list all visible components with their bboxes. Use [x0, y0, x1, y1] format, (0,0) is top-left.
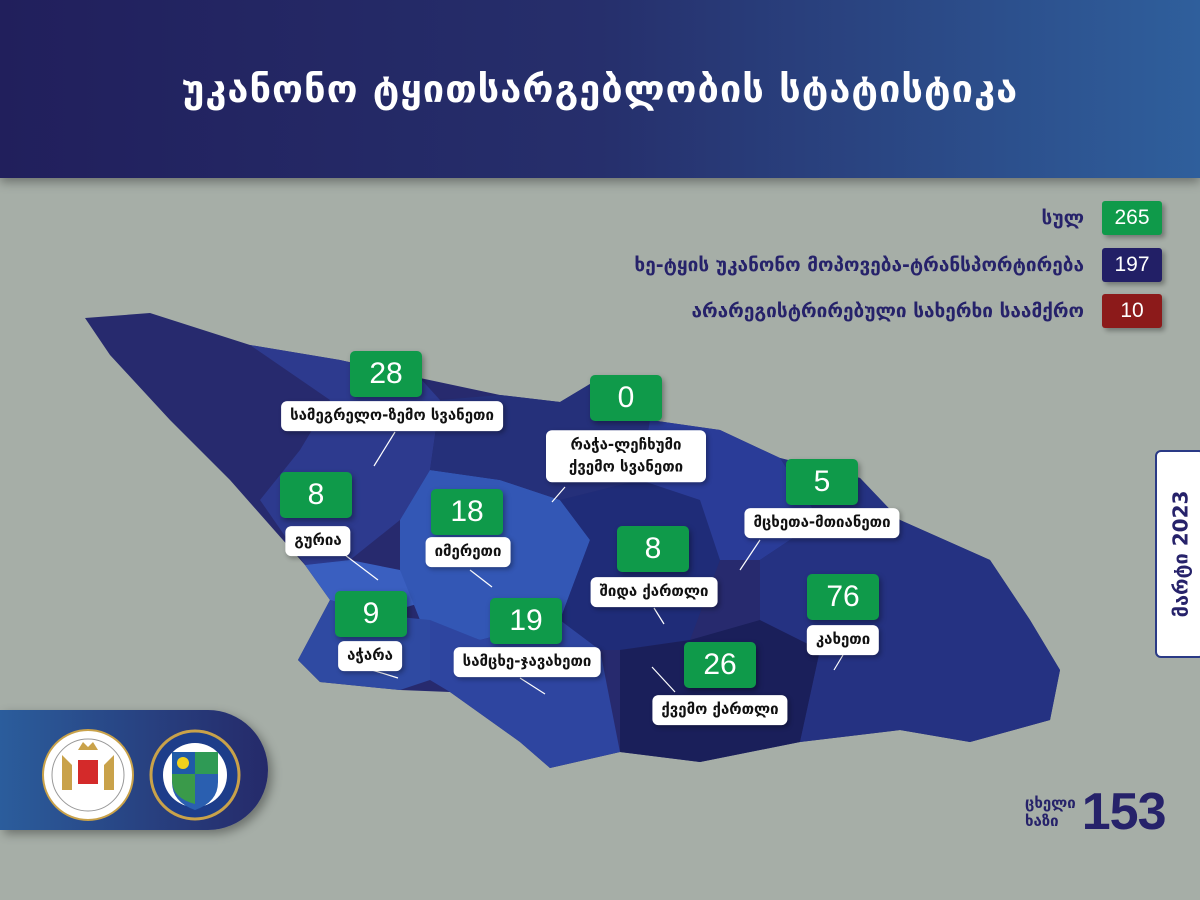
- region-label: მცხეთა-მთიანეთი: [744, 508, 900, 538]
- region-value: 76: [807, 574, 879, 620]
- legend-label: ხე-ტყის უკანონო მოპოვება-ტრანსპორტირება: [634, 254, 1084, 276]
- region-value: 18: [431, 489, 503, 535]
- date-text: მარტი 2023: [1168, 490, 1192, 618]
- ministry-emblem-logo: [42, 729, 134, 821]
- region-value: 8: [280, 472, 352, 518]
- hotline-number: 153: [1081, 783, 1167, 841]
- region-value: 28: [350, 351, 422, 397]
- region-label: გურია: [285, 526, 351, 556]
- region-label: რაჭა-ლეჩხუმი ქვემო სვანეთი: [546, 430, 706, 482]
- logos: [42, 729, 241, 821]
- region-value: 8: [617, 526, 689, 572]
- region-value: 0: [590, 375, 662, 421]
- region-value: 19: [490, 598, 562, 644]
- page-title: უკანონო ტყითსარგებლობის სტატისტიკა: [181, 67, 1019, 111]
- legend-value: 265: [1102, 201, 1162, 235]
- region-label: იმერეთი: [425, 537, 511, 567]
- logos-panel: [0, 710, 268, 830]
- region-value: 26: [684, 642, 756, 688]
- forestry-agency-logo: [149, 729, 241, 821]
- region-label: ქვემო ქართლი: [652, 695, 788, 725]
- header-banner: უკანონო ტყითსარგებლობის სტატისტიკა: [0, 0, 1200, 178]
- legend-illegal-logging: ხე-ტყის უკანონო მოპოვება-ტრანსპორტირება …: [634, 248, 1162, 282]
- region-label: სამცხე-ჯავახეთი: [453, 647, 601, 677]
- legend-value: 10: [1102, 294, 1162, 328]
- legend-label: სულ: [1041, 207, 1084, 229]
- legend-value: 197: [1102, 248, 1162, 282]
- date-badge: მარტი 2023: [1155, 450, 1200, 658]
- hotline: ცხელი ხაზი 153: [1025, 782, 1167, 842]
- region-label: კახეთი: [806, 625, 880, 655]
- region-kvemo-kartli: [620, 620, 820, 762]
- region-value: 9: [335, 591, 407, 637]
- legend-total: სულ 265: [1042, 201, 1162, 235]
- hotline-label-1: ცხელი: [1025, 794, 1076, 812]
- region-label: შიდა ქართლი: [590, 577, 718, 607]
- region-value: 5: [786, 459, 858, 505]
- region-label: სამეგრელო-ზემო სვანეთი: [281, 401, 503, 431]
- region-label: აჭარა: [338, 641, 402, 671]
- hotline-label-2: ხაზი: [1025, 812, 1059, 830]
- legend-label: არარეგისტრირებული სახერხი საამქრო: [691, 300, 1085, 322]
- legend-sawmill: არარეგისტრირებული სახერხი საამქრო 10: [691, 294, 1162, 328]
